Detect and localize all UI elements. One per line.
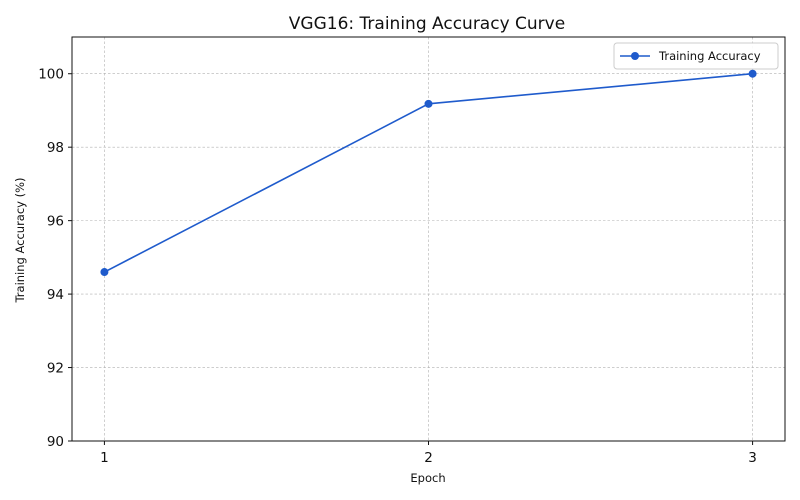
y-tick-label: 90 (47, 434, 64, 450)
y-axis-label: Training Accuracy (%) (13, 177, 27, 303)
labels-layer: VGG16: Training Accuracy Curve Epoch Tra… (13, 14, 565, 485)
legend-label: Training Accuracy (658, 49, 761, 63)
legend-point-marker (631, 52, 639, 60)
y-tick-label: 92 (47, 361, 64, 377)
y-tick-label: 96 (47, 214, 64, 230)
series-layer (100, 69, 757, 277)
data-point (748, 69, 757, 78)
legend-box (613, 42, 779, 70)
x-axis-label: Epoch (410, 471, 445, 485)
y-tick-label: 94 (47, 287, 64, 303)
axes: 1 2 3 90 92 94 96 98 100 (38, 36, 786, 466)
y-tick-label: 98 (47, 140, 64, 156)
chart-title: VGG16: Training Accuracy Curve (289, 14, 565, 34)
y-tick-label: 100 (38, 67, 64, 83)
legend: Training Accuracy (613, 42, 779, 70)
data-point (424, 99, 433, 108)
data-point (100, 268, 109, 277)
x-tick-label: 2 (424, 450, 433, 466)
x-tick-label: 3 (748, 450, 757, 466)
x-tick-label: 1 (100, 450, 109, 466)
